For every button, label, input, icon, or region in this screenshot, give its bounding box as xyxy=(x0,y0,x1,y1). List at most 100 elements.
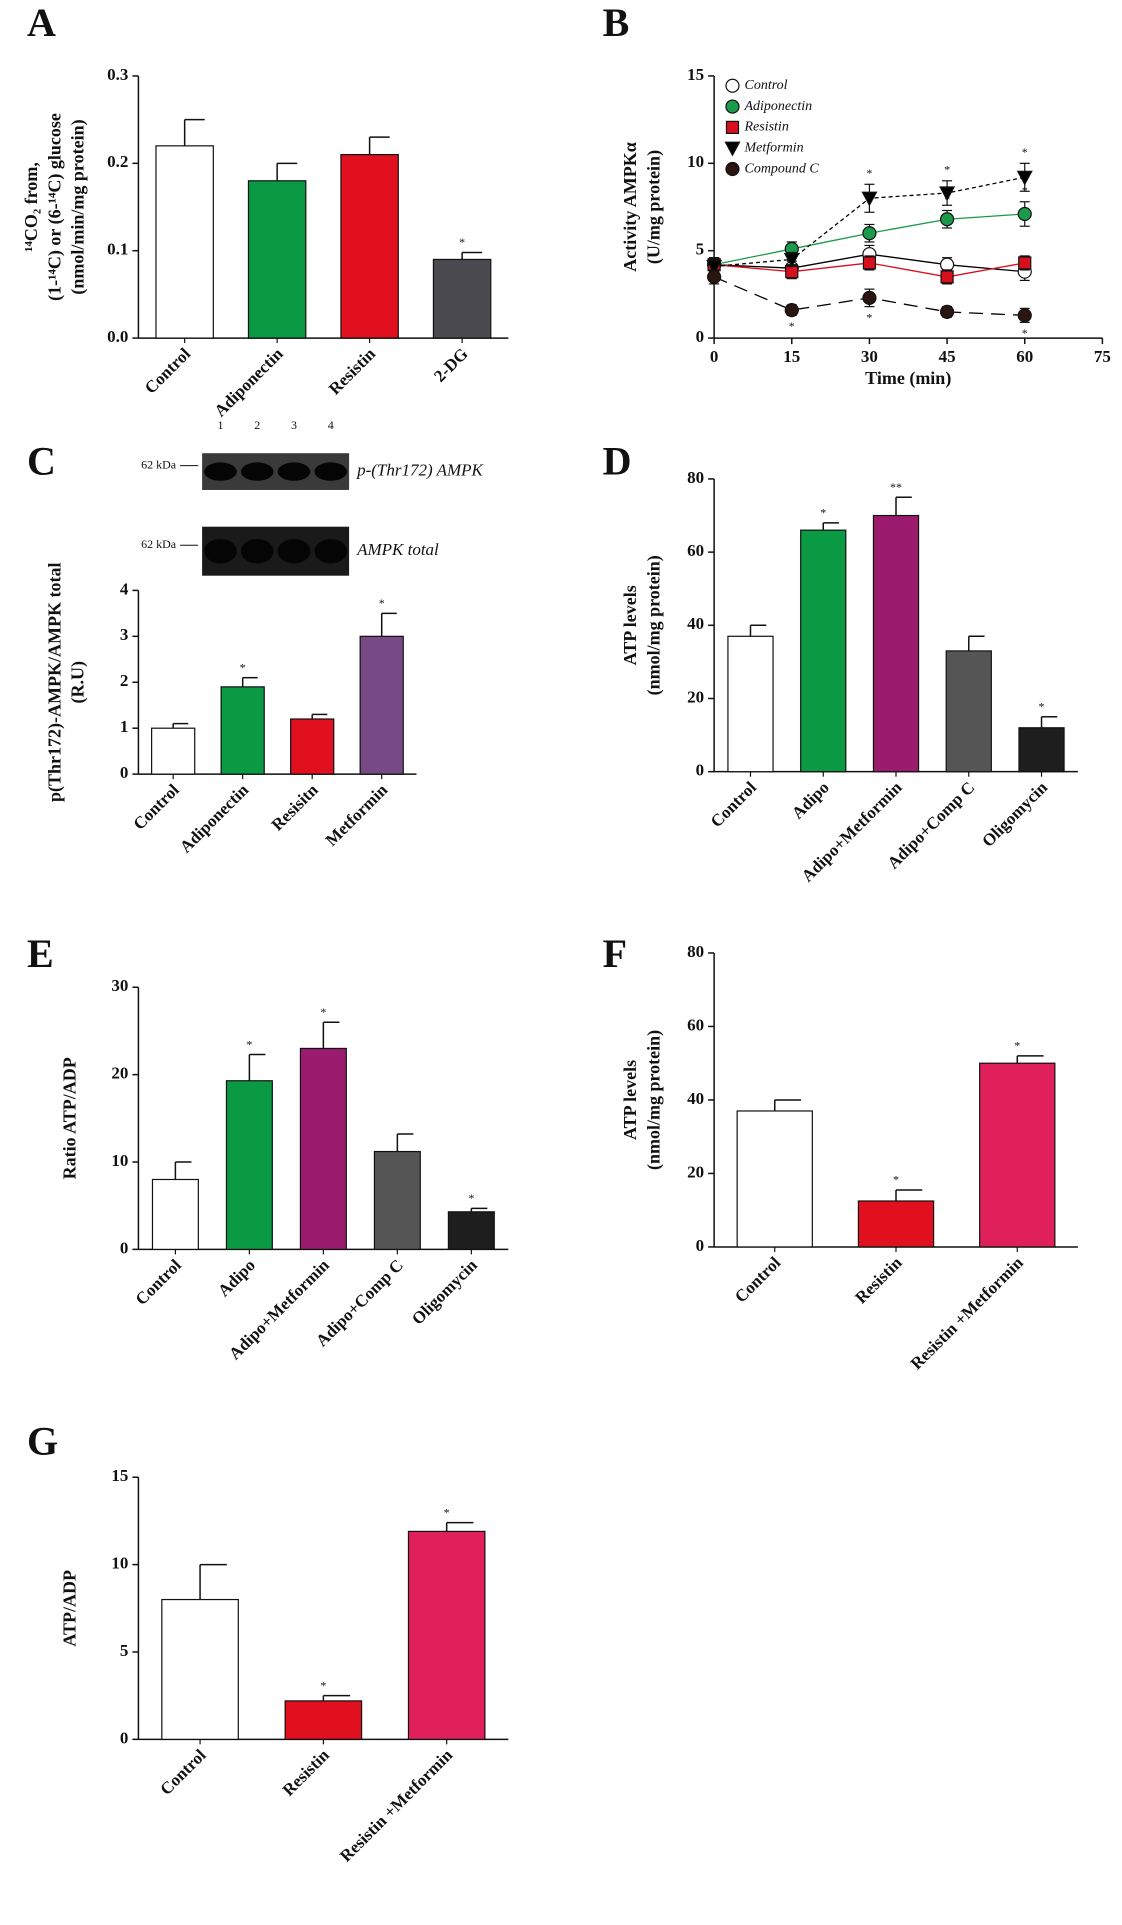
significance-mark: * xyxy=(240,660,246,674)
x-tick-label: Resistin xyxy=(851,1253,906,1308)
lane-label: 4 xyxy=(328,418,334,432)
x-tick-label: Resistin xyxy=(279,1745,334,1800)
legend-label: Adiponectin xyxy=(743,99,812,114)
y-tick-label: 60 xyxy=(687,541,704,560)
panel-letter: C xyxy=(27,439,56,484)
y-axis-label: (nmol/mg protein) xyxy=(643,555,664,695)
legend-label: Resistin xyxy=(743,120,788,135)
y-axis-label: ATP/ADP xyxy=(60,1570,80,1647)
data-point xyxy=(939,257,955,272)
significance-mark: * xyxy=(1039,700,1045,714)
legend-marker xyxy=(725,120,740,134)
data-point xyxy=(1016,170,1033,186)
marker-label: 62 kDa xyxy=(141,457,177,471)
y-axis-label: (R.U) xyxy=(68,661,89,704)
band-label: AMPK total xyxy=(356,540,439,559)
lane-label: 3 xyxy=(291,418,297,432)
band-label: p-(Thr172) AMPK xyxy=(356,460,484,479)
bar xyxy=(161,1598,239,1740)
blot-band xyxy=(204,538,237,564)
legend-marker xyxy=(725,78,740,93)
data-point xyxy=(707,269,722,285)
y-tick-label: 0.2 xyxy=(107,152,128,171)
significance-mark: * xyxy=(459,235,465,249)
bar xyxy=(736,1110,813,1248)
panel-letter: A xyxy=(27,0,56,45)
data-point xyxy=(862,290,877,305)
significance-mark: * xyxy=(1014,1039,1020,1053)
x-axis-label: Time (min) xyxy=(865,368,951,389)
significance-mark: * xyxy=(866,166,872,180)
bar xyxy=(945,650,992,773)
x-tick-label: Adiponectin xyxy=(210,344,287,421)
data-point xyxy=(706,259,723,275)
y-tick-label: 60 xyxy=(687,1015,704,1034)
bar xyxy=(800,529,847,773)
y-axis-label: (nmol/min/mg protein) xyxy=(68,119,89,294)
legend-label: Metformin xyxy=(743,140,803,155)
data-point xyxy=(1017,206,1032,222)
data-point xyxy=(1018,256,1032,270)
y-tick-label: 2 xyxy=(120,671,129,690)
data-point xyxy=(1017,308,1032,323)
y-tick-label: 0.0 xyxy=(107,327,128,346)
y-tick-label: 1 xyxy=(120,717,129,736)
data-point xyxy=(939,304,955,319)
x-tick-label: Control xyxy=(132,1255,185,1308)
y-tick-label: 40 xyxy=(687,1089,704,1108)
bar xyxy=(447,1211,495,1250)
x-tick-label: 30 xyxy=(861,347,878,366)
bar xyxy=(872,514,920,773)
data-point xyxy=(940,270,954,284)
bar xyxy=(284,1700,363,1740)
bar xyxy=(407,1530,486,1740)
lane-label: 2 xyxy=(254,418,260,432)
x-tick-label: Oligomycin xyxy=(978,777,1051,850)
bar xyxy=(340,153,399,339)
x-tick-label: 0 xyxy=(710,347,719,366)
bar xyxy=(247,180,307,339)
x-tick-label: Adipo xyxy=(214,1256,259,1301)
y-tick-label: 3 xyxy=(120,625,129,644)
y-tick-label: 20 xyxy=(687,1162,704,1181)
y-tick-label: 10 xyxy=(111,1554,128,1573)
x-tick-label: Adiponectin xyxy=(176,780,253,857)
blot-band xyxy=(204,462,237,481)
bar xyxy=(359,635,404,775)
legend-marker xyxy=(725,161,740,177)
bar xyxy=(290,718,335,775)
y-axis-label: (U/mg protein) xyxy=(643,150,664,264)
y-tick-label: 20 xyxy=(111,1064,128,1083)
panel-letter: E xyxy=(27,931,54,976)
legend-label: Compound C xyxy=(744,161,819,176)
y-tick-label: 0 xyxy=(120,763,129,782)
y-tick-label: 5 xyxy=(120,1641,129,1660)
data-point xyxy=(861,191,878,207)
significance-mark: ** xyxy=(890,480,902,494)
y-tick-label: 15 xyxy=(687,65,704,84)
y-axis-label: (1-¹⁴C) or (6-¹⁴C) glucose xyxy=(44,113,65,301)
significance-mark: * xyxy=(1022,145,1028,159)
bar xyxy=(857,1200,935,1248)
y-axis-label: (nmol/mg protein) xyxy=(643,1030,664,1170)
x-tick-label: Resisitn xyxy=(268,780,323,835)
blot-band xyxy=(314,538,348,564)
x-tick-label: 2-DG xyxy=(430,344,471,385)
x-tick-label: Control xyxy=(707,778,760,831)
bar xyxy=(979,1062,1056,1248)
y-axis-label: ATP levels xyxy=(620,1060,640,1140)
y-tick-label: 5 xyxy=(696,240,705,259)
significance-mark: * xyxy=(944,163,950,177)
significance-mark: * xyxy=(320,1678,326,1692)
y-tick-label: 80 xyxy=(687,942,704,961)
significance-mark: * xyxy=(444,1505,450,1519)
y-axis-label: ¹⁴CO₂ from, xyxy=(21,162,41,252)
y-axis-label: Activity AMPKα xyxy=(620,142,640,272)
x-tick-label: Oligomycin xyxy=(408,1255,481,1328)
bar xyxy=(1018,727,1065,773)
significance-mark: * xyxy=(866,310,872,324)
blot-band xyxy=(277,538,311,564)
bar xyxy=(299,1047,347,1250)
bar xyxy=(220,686,265,775)
x-tick-label: 45 xyxy=(939,347,956,366)
